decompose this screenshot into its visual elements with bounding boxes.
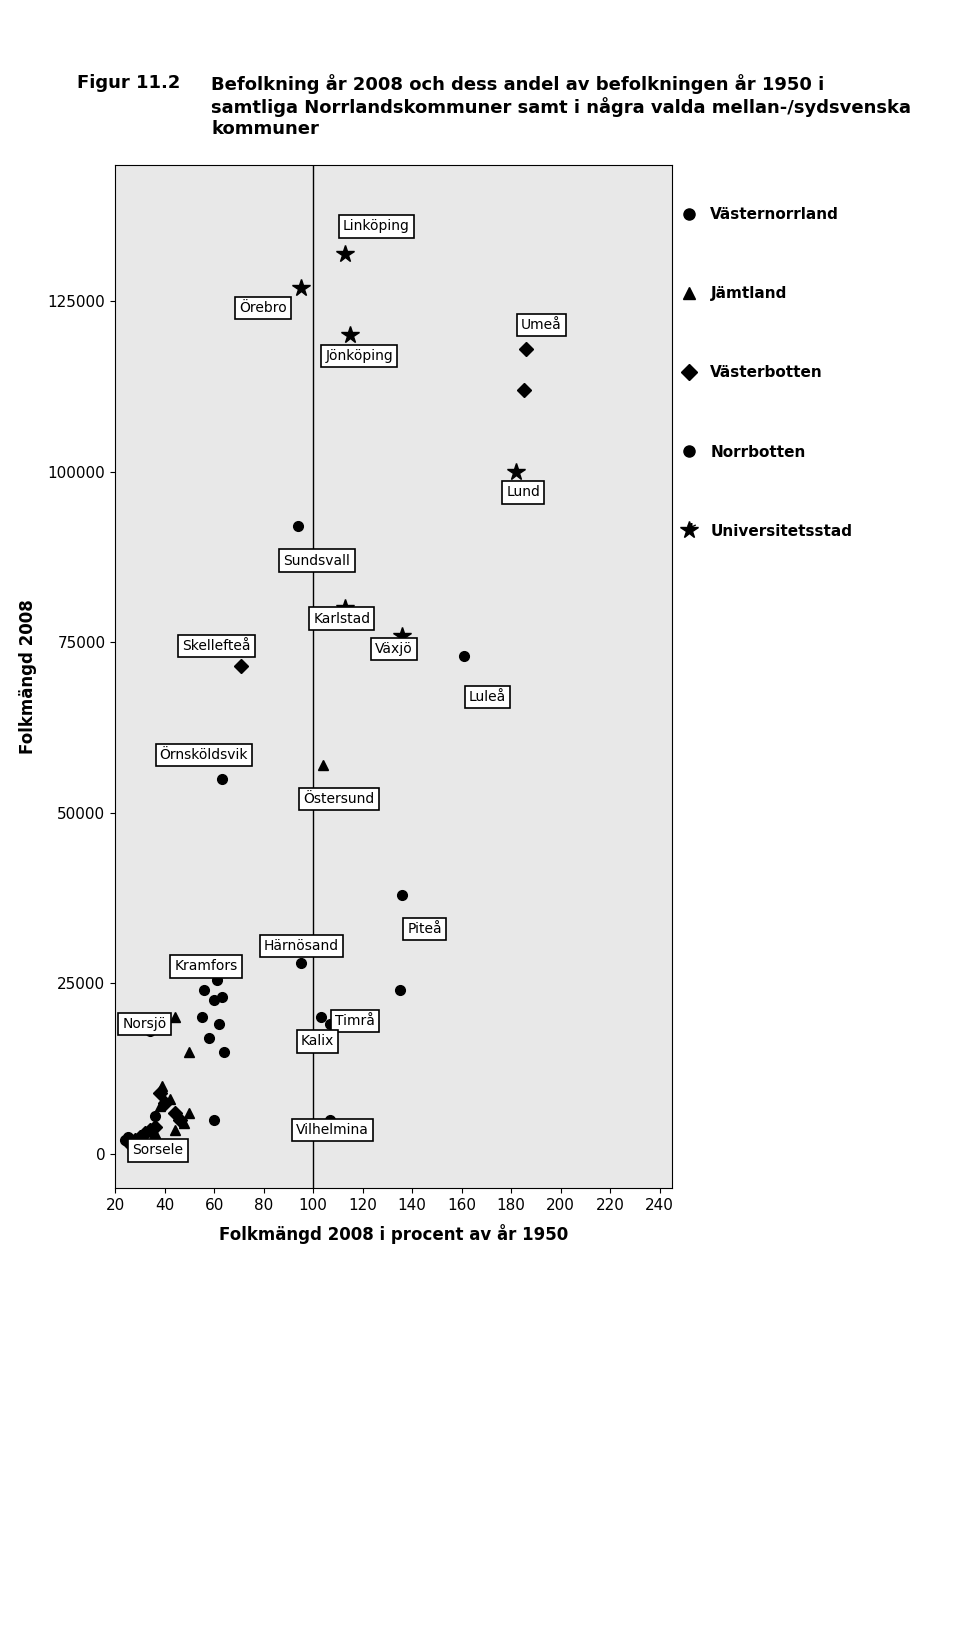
Text: Örebro: Örebro — [239, 302, 287, 315]
Text: Figur 11.2: Figur 11.2 — [77, 74, 180, 92]
Text: *: * — [686, 523, 696, 540]
Text: Västernorrland: Västernorrland — [710, 206, 839, 223]
Text: Umeå: Umeå — [521, 318, 562, 332]
Text: Sundsvall: Sundsvall — [283, 553, 350, 568]
X-axis label: Folkmängd 2008 i procent av år 1950: Folkmängd 2008 i procent av år 1950 — [219, 1224, 568, 1244]
Text: Skellefteå: Skellefteå — [182, 639, 251, 653]
Text: Luleå: Luleå — [469, 690, 506, 705]
Text: Norrbotten: Norrbotten — [710, 444, 805, 460]
Text: Kalix: Kalix — [300, 1035, 334, 1048]
Text: Växjö: Växjö — [375, 642, 413, 657]
Text: Jönköping: Jönköping — [325, 348, 394, 363]
Text: Karlstad: Karlstad — [313, 612, 371, 625]
Text: Lund: Lund — [506, 485, 540, 500]
Text: Kramfors: Kramfors — [175, 959, 238, 974]
Text: Norsjö: Norsjö — [123, 1018, 167, 1031]
Y-axis label: Folkmängd 2008: Folkmängd 2008 — [18, 599, 36, 754]
Text: Linköping: Linköping — [343, 219, 410, 233]
Text: Härnösand: Härnösand — [264, 939, 339, 954]
Text: Vilhelmina: Vilhelmina — [296, 1124, 369, 1137]
Text: Piteå: Piteå — [407, 922, 442, 936]
Text: Universitetsstad: Universitetsstad — [710, 523, 852, 540]
Text: Östersund: Östersund — [303, 792, 374, 807]
Text: Jämtland: Jämtland — [710, 285, 787, 302]
Text: Örnsköldsvik: Örnsköldsvik — [159, 747, 249, 762]
Text: Timrå: Timrå — [335, 1013, 375, 1028]
Text: Befolkning år 2008 och dess andel av befolkningen år 1950 i
samtliga Norrlandsko: Befolkning år 2008 och dess andel av bef… — [211, 74, 911, 139]
Text: Västerbotten: Västerbotten — [710, 365, 823, 381]
Text: Sorsele: Sorsele — [132, 1143, 183, 1158]
